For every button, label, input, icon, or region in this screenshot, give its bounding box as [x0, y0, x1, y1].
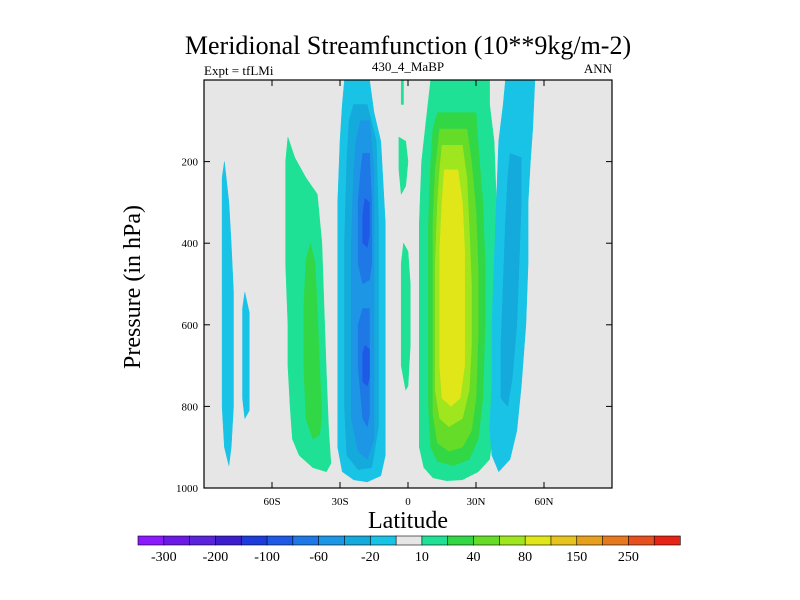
colorbar: -300 -200 -100 -60 -20 10 40 80 150 250	[137, 535, 681, 565]
y-tick-label: 200	[182, 157, 199, 169]
colorbar-swatch	[473, 535, 500, 546]
contour-eq-cell-top	[400, 80, 404, 105]
x-tick-label: 60S	[263, 496, 280, 508]
colorbar-label: -20	[361, 550, 380, 565]
colorbar-label: -300	[151, 550, 177, 565]
colorbar-swatch	[447, 535, 475, 546]
contour-eq-cell-lower	[400, 242, 411, 391]
y-tick-label: 600	[182, 320, 199, 332]
chart-title: Meridional Streamfunction (10**9kg/m-2)	[185, 31, 631, 60]
colorbar-swatch	[602, 535, 629, 546]
y-tick-label: 1000	[176, 483, 199, 495]
colorbar-swatch	[395, 535, 423, 546]
colorbar-swatch	[576, 535, 604, 546]
contour-cell-sh-high-lat-a	[221, 161, 234, 466]
x-axis-ticks: 60S 30S 0 30N 60N	[263, 80, 554, 508]
contour-ferrel-nh-c2	[500, 153, 522, 407]
colorbar-label: 150	[566, 550, 587, 565]
run-label: 430_4_MaBP	[372, 59, 444, 74]
contour-eq-cell-upper	[398, 136, 409, 195]
x-tick-label: 0	[405, 496, 411, 508]
colorbar-label: -100	[254, 550, 280, 565]
x-tick-label: 30N	[467, 496, 486, 508]
experiment-label: Expt = tfLMi	[204, 63, 274, 78]
x-tick-label: 30S	[331, 496, 348, 508]
season-label: ANN	[584, 61, 613, 76]
colorbar-swatch	[266, 535, 294, 546]
x-axis-label: Latitude	[368, 508, 448, 534]
contour-cell-sh-high-lat-b	[242, 291, 250, 419]
contour-hadley-nh-c5	[439, 169, 465, 407]
colorbar-label: -200	[203, 550, 229, 565]
colorbar-swatch	[318, 535, 346, 546]
colorbar-label: 10	[415, 550, 429, 565]
y-axis-label: Pressure (in hPa)	[120, 205, 146, 369]
y-axis-ticks: 200 400 600 800 1000	[176, 157, 612, 495]
contour-hadley-sh-c5b	[362, 344, 370, 387]
colorbar-label: 250	[618, 550, 639, 565]
colorbar-swatch	[499, 535, 526, 546]
colorbar-swatch	[240, 535, 268, 546]
colorbar-swatch	[369, 535, 397, 546]
y-tick-label: 800	[182, 401, 199, 413]
y-tick-label: 400	[182, 238, 199, 250]
colorbar-swatch	[550, 535, 578, 546]
contour-hadley-sh-c5	[362, 198, 370, 248]
colorbar-swatch	[653, 535, 681, 546]
colorbar-swatch	[163, 535, 191, 546]
colorbar-swatch	[137, 535, 165, 546]
colorbar-label: 40	[467, 550, 481, 565]
colorbar-swatch	[292, 535, 320, 546]
colorbar-swatch	[189, 535, 217, 546]
colorbar-swatch	[215, 535, 242, 546]
contour-fill-group	[221, 80, 536, 483]
colorbar-swatch	[421, 535, 449, 546]
x-tick-label: 60N	[535, 496, 554, 508]
colorbar-label: 80	[518, 550, 532, 565]
colorbar-swatch	[628, 535, 655, 546]
colorbar-swatch	[524, 535, 552, 546]
colorbar-label: -60	[309, 550, 328, 565]
colorbar-swatch	[344, 535, 371, 546]
contour-ferrel-sh-inner	[303, 242, 323, 440]
